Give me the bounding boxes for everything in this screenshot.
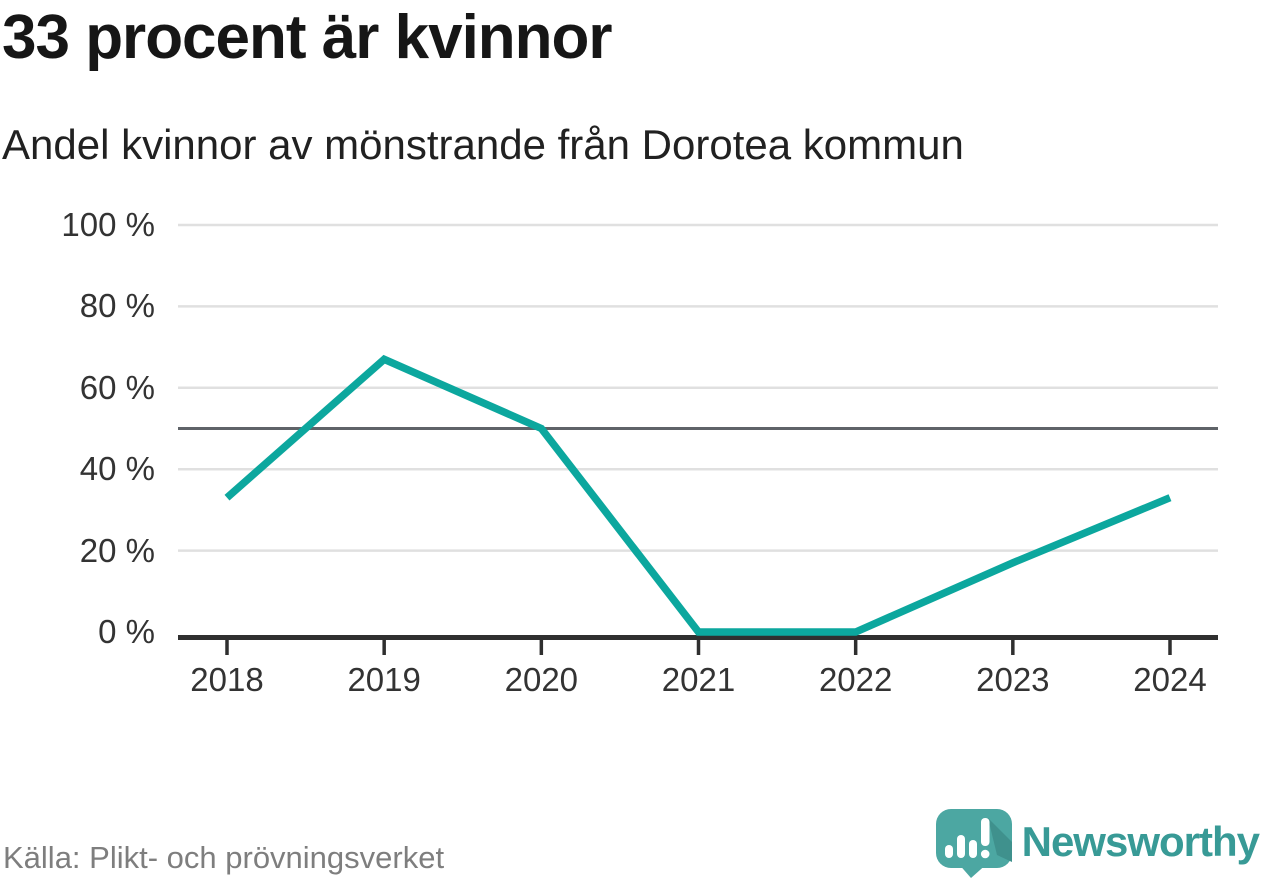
newsworthy-logo-icon	[935, 809, 1012, 878]
data-line	[224, 354, 1172, 636]
y-tick-label: 100 %	[61, 206, 155, 243]
logo-exclamation-dot	[980, 849, 990, 859]
newsworthy-logo: Newsworthy	[933, 806, 1260, 878]
logo-bar-1	[944, 845, 953, 858]
logo-exclamation-bar	[980, 818, 990, 846]
logo-bar-2	[956, 835, 965, 858]
logo-bar-3	[968, 840, 977, 858]
y-tick-label: 40 %	[79, 450, 155, 488]
x-tick-label: 2022	[818, 661, 893, 698]
y-tick-label: 80 %	[79, 287, 155, 325]
chart-title: 33 procent är kvinnor	[2, 3, 613, 72]
y-tick-label: 0 %	[98, 613, 155, 650]
x-tick-label: 2020	[504, 661, 579, 698]
x-tick-label: 2021	[661, 661, 736, 698]
y-tick-label: 60 %	[79, 368, 155, 406]
x-tick-label: 2023	[976, 661, 1050, 698]
x-tick-label: 2024	[1133, 661, 1207, 698]
newsworthy-wordmark: Newsworthy	[1021, 818, 1260, 865]
logo-shadow	[987, 818, 1012, 862]
chart-subtitle: Andel kvinnor av mönstrande från Dorotea…	[2, 121, 964, 168]
x-tick-label: 2019	[347, 661, 421, 698]
x-tick-label: 2018	[190, 661, 264, 698]
y-tick-label: 20 %	[79, 531, 155, 569]
logo-bubble-tail	[956, 862, 989, 878]
source-note: Källa: Plikt- och prövningsverket	[3, 840, 445, 875]
